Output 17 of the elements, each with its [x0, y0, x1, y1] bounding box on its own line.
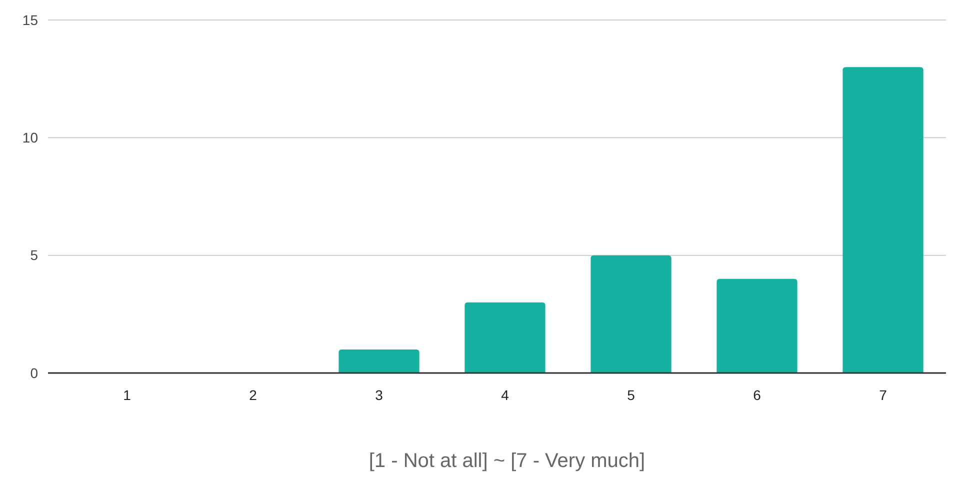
x-tick-label: 5: [627, 387, 636, 403]
x-tick-label: 4: [501, 387, 510, 403]
x-axis-title: [1 - Not at all] ~ [7 - Very much]: [368, 450, 646, 472]
x-tick-label: 2: [249, 387, 258, 403]
y-tick-label: 0: [30, 364, 38, 381]
y-tick-label: 15: [22, 12, 38, 28]
bar: [842, 67, 924, 373]
y-tick-label: 5: [30, 247, 38, 264]
y-tick-label: 10: [22, 130, 38, 146]
bar: [464, 302, 546, 373]
x-tick-label: 7: [879, 387, 888, 403]
bar: [716, 278, 798, 373]
bar: [590, 255, 672, 373]
bar: [338, 349, 420, 373]
x-tick-label: 1: [123, 387, 132, 403]
x-tick-label: 3: [375, 387, 384, 403]
x-tick-label: 6: [753, 387, 762, 403]
